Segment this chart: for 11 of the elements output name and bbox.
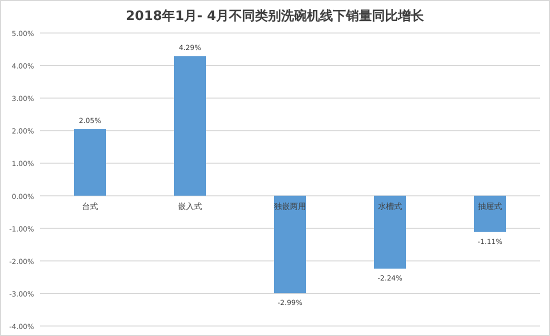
x-tick-label: 独嵌两用 xyxy=(274,202,306,211)
bar xyxy=(174,56,206,196)
x-tick-label: 水槽式 xyxy=(378,202,402,211)
bar xyxy=(474,196,506,232)
x-tick-label: 抽屉式 xyxy=(478,202,502,211)
bar xyxy=(374,196,406,269)
x-tick-label: 嵌入式 xyxy=(178,202,202,211)
bar xyxy=(74,129,106,196)
bar xyxy=(274,196,306,294)
x-tick-label: 台式 xyxy=(82,202,98,211)
chart-title: 2018年1月- 4月不同类别洗碗机线下销量同比增长 xyxy=(126,8,426,24)
